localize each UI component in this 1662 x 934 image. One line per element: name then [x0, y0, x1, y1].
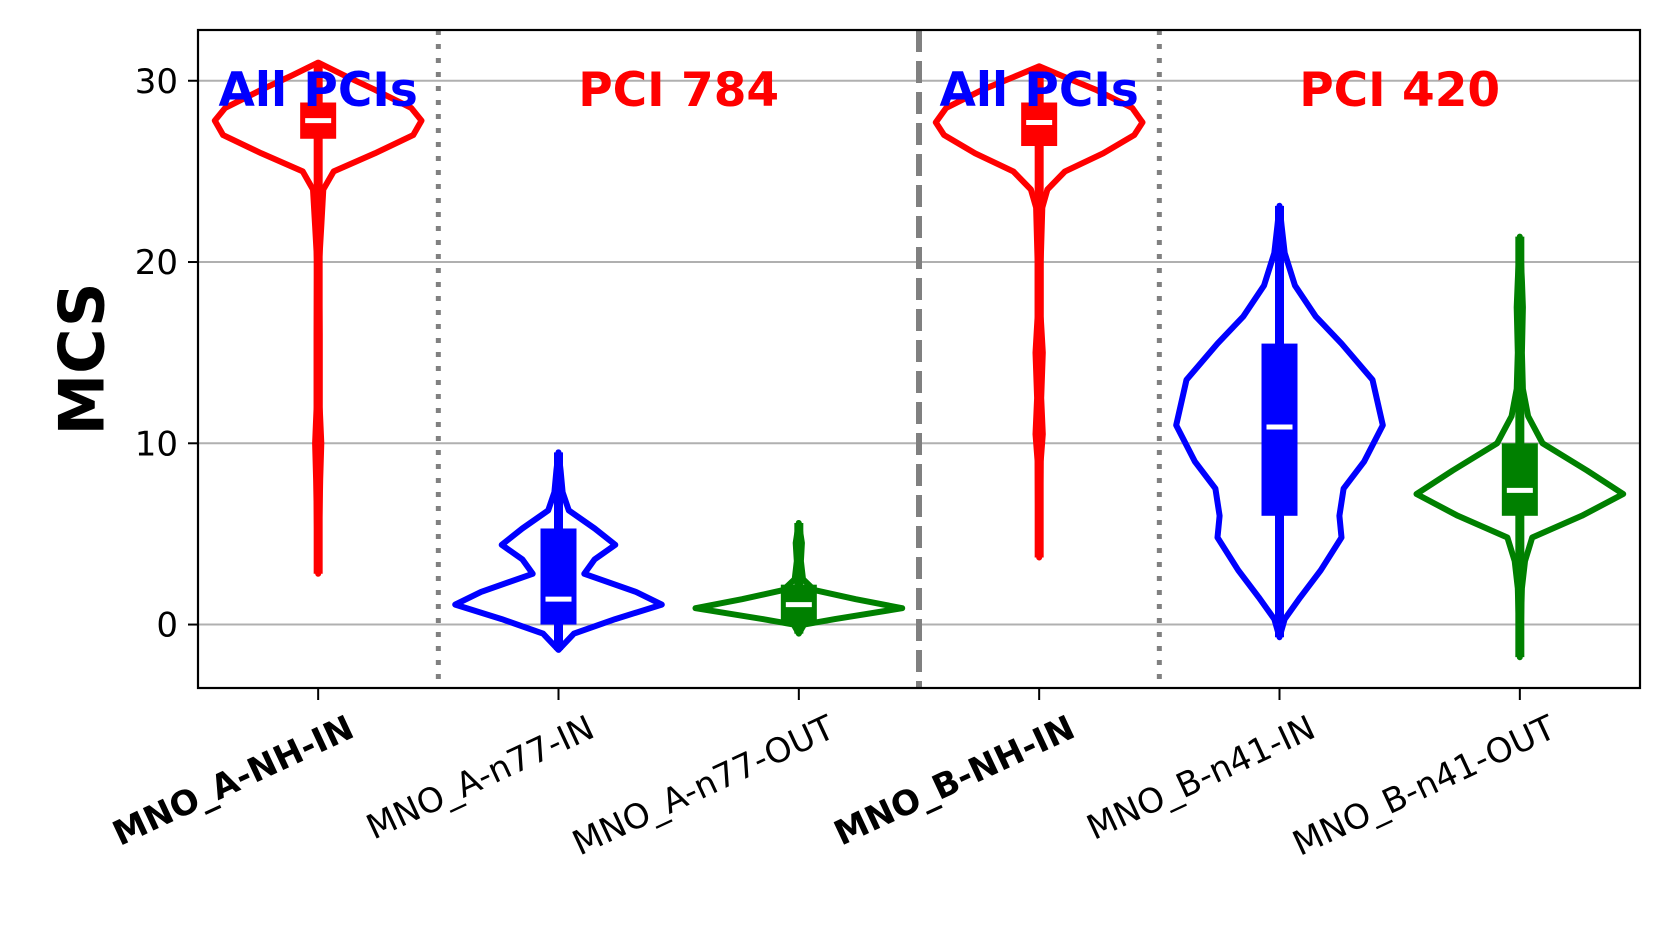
x-tick-label: MNO_A-n77-OUT: [567, 708, 841, 864]
x-tick-label: MNO_B-NH-IN: [828, 708, 1081, 854]
y-tick-label: 10: [135, 424, 178, 464]
plot-frame: [196, 28, 1642, 690]
group-annotation: All PCIs: [939, 63, 1138, 118]
x-tick-label: MNO_B-n41-IN: [1081, 708, 1321, 849]
x-tick-label: MNO_A-n77-IN: [361, 708, 601, 848]
y-tick-label: 0: [156, 606, 178, 646]
x-tick-label: MNO_B-n41-OUT: [1287, 708, 1562, 865]
violins: [211, 59, 1627, 661]
violin-iqr-box: [1501, 443, 1538, 516]
group-annotation: All PCIs: [218, 63, 417, 118]
group-annotation: PCI 784: [578, 63, 779, 118]
violin-iqr-box: [540, 528, 577, 625]
y-tick-label: 30: [135, 62, 178, 102]
y-axis-label: MCS: [46, 282, 119, 435]
violin-outline: [692, 520, 906, 637]
annotations: All PCIs PCI 784 All PCIs PCI 420: [218, 63, 1500, 118]
violin-iqr-box: [1261, 343, 1298, 516]
x-axis-ticks: MNO_A-NH-IN MNO_A-n77-INMNO_A-n77-OUTMNO_…: [107, 688, 1562, 864]
x-tick-label: MNO_A-NH-IN: [107, 708, 360, 854]
violin-outline: [1413, 233, 1627, 661]
y-axis-ticks: 0 10 20 30: [135, 62, 198, 646]
violin-outline: [1173, 202, 1386, 641]
y-tick-label: 20: [135, 243, 178, 283]
group-separators: [435, 30, 1162, 688]
group-annotation: PCI 420: [1299, 63, 1500, 118]
